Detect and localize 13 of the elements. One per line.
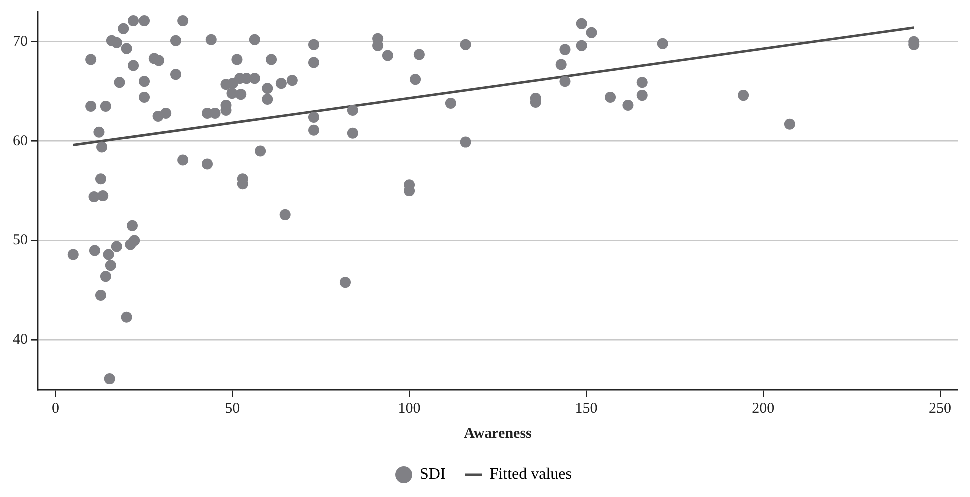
x-tick-label: 0 [52,400,60,417]
y-tick-label: 70 [13,34,28,50]
x-tick-label: 150 [575,400,598,417]
x-tick-label: 50 [225,400,240,417]
y-tick-label: 40 [13,332,28,348]
legend-label: Fitted values [490,466,572,484]
x-tick-label: 200 [752,400,775,417]
x-tick-label: 100 [398,400,421,417]
x-tick-label: 250 [929,400,952,417]
y-tick-label: 60 [13,133,28,150]
y-tick-label: 50 [13,232,28,249]
legend-label: SDI [420,466,446,484]
x-axis-title: Awareness [464,426,532,442]
